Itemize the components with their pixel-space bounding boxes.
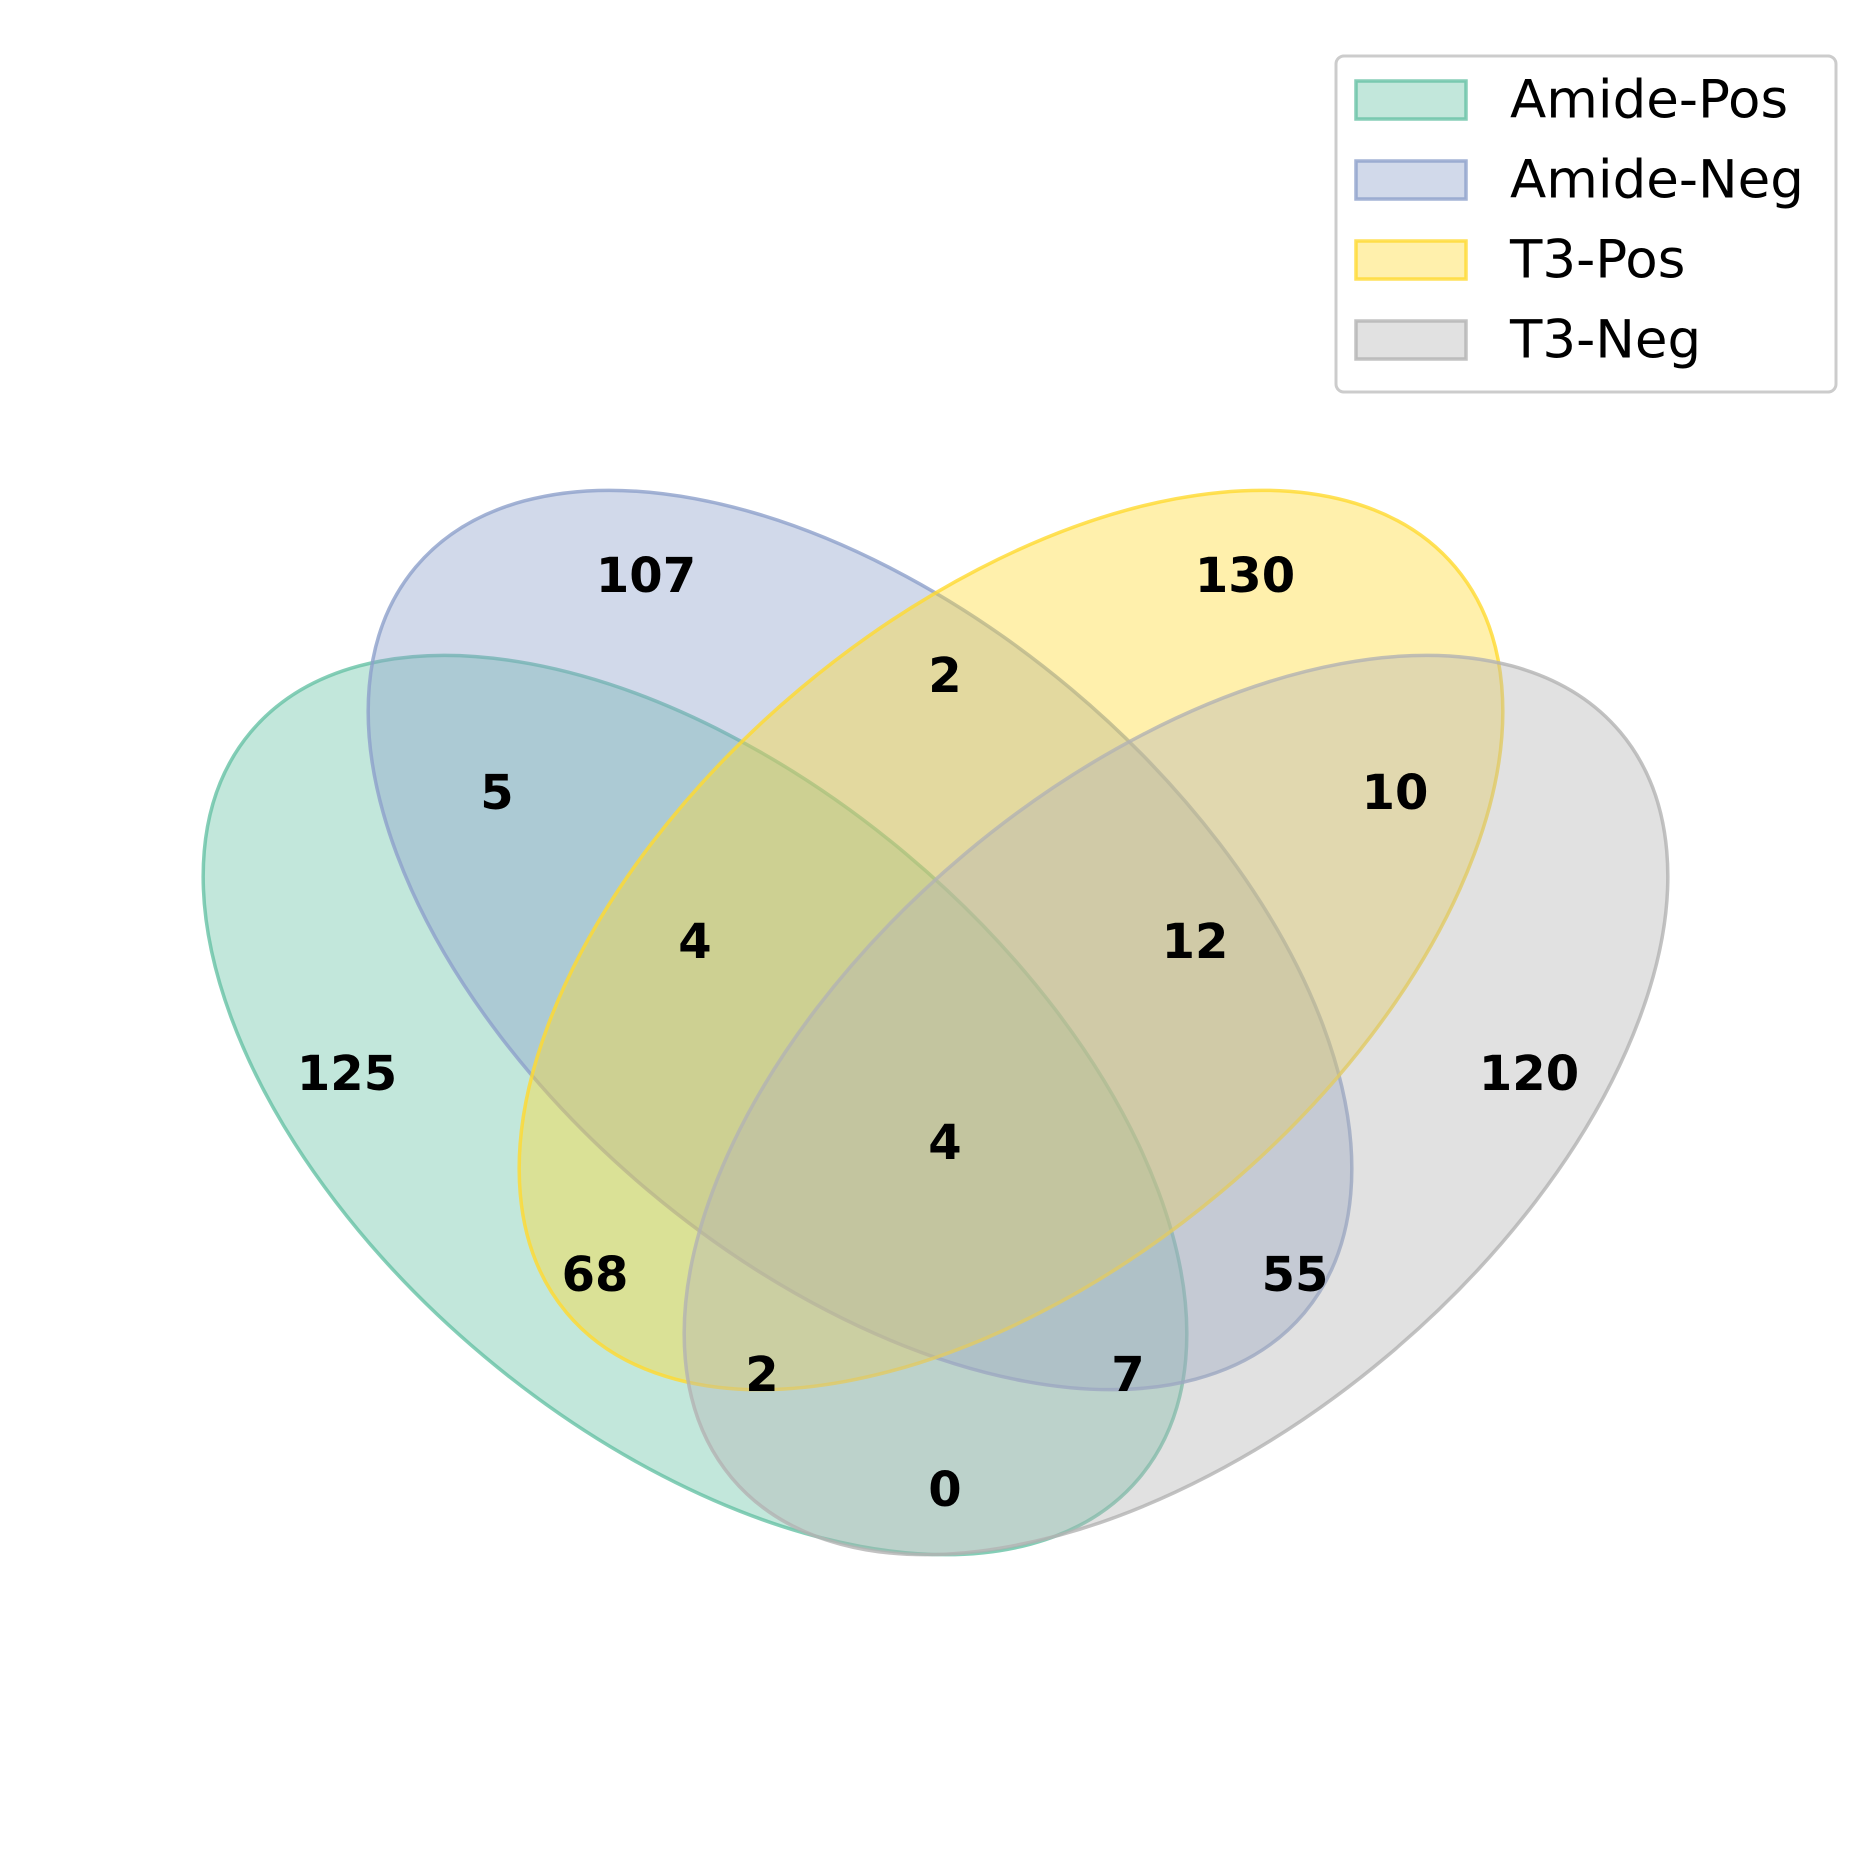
legend-label-amide-neg: Amide-Neg	[1510, 150, 1804, 211]
region-count-t3-pos: 130	[1195, 548, 1295, 604]
region-labels: 125 107 130 120 5 2 10 4 12 4 68 55 2 7 0	[297, 548, 1579, 1518]
region-count-amide-pos-t3-neg: 0	[928, 1462, 961, 1518]
legend-swatch-amide-pos	[1354, 79, 1468, 121]
region-count-amide-pos-t3-pos-t3-neg: 2	[745, 1347, 778, 1403]
region-count-amide-neg-t3-pos-t3-neg: 12	[1162, 914, 1229, 970]
legend-label-amide-pos: Amide-Pos	[1510, 70, 1788, 131]
legend-swatch-t3-pos	[1354, 239, 1468, 281]
region-count-amide-neg: 107	[596, 548, 696, 604]
region-count-amide-pos: 125	[297, 1046, 397, 1102]
legend-label-t3-pos: T3-Pos	[1509, 230, 1685, 291]
set-ellipse-t3-neg	[682, 653, 1670, 1557]
legend-swatch-amide-neg	[1354, 159, 1468, 201]
legend: Amide-Pos Amide-Neg T3-Pos T3-Neg	[1334, 54, 1838, 394]
region-count-t3-neg: 120	[1479, 1046, 1579, 1102]
region-count-amide-pos-amide-neg: 5	[480, 765, 513, 821]
legend-swatch-t3-neg	[1354, 319, 1468, 361]
region-count-amide-pos-amide-neg-t3-pos: 4	[678, 914, 711, 970]
legend-label-t3-neg: T3-Neg	[1509, 310, 1701, 371]
set-ellipse-t3-pos	[517, 488, 1505, 1392]
region-count-amide-neg-t3-pos: 2	[928, 648, 961, 704]
region-count-amide-pos-amide-neg-t3-neg: 7	[1111, 1347, 1144, 1403]
set-ellipse-amide-pos	[201, 653, 1189, 1557]
legend-frame	[1334, 54, 1838, 394]
region-count-amide-neg-t3-neg: 55	[1262, 1247, 1329, 1303]
set-ellipse-amide-neg	[366, 488, 1354, 1392]
region-count-amide-pos-amide-neg-t3-pos-t3-neg: 4	[928, 1115, 961, 1171]
region-count-amide-pos-t3-pos: 68	[562, 1247, 629, 1303]
region-count-t3-pos-t3-neg: 10	[1362, 765, 1429, 821]
set-ellipses	[201, 488, 1670, 1557]
